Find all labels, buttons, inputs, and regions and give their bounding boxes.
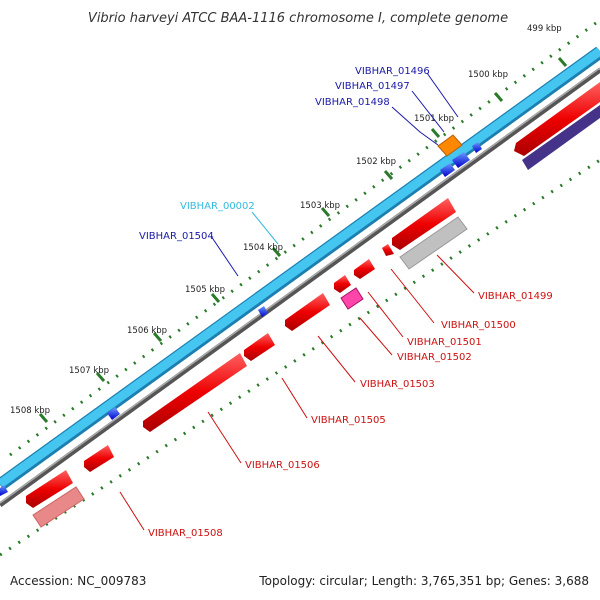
forward-features — [0, 142, 482, 496]
genome-summary: Topology: circular; Length: 3,765,351 bp… — [258, 574, 589, 588]
gene-arrow — [244, 333, 275, 361]
gene-labels: VIBHAR_01496 VIBHAR_01497 VIBHAR_01498 V… — [139, 66, 553, 539]
gene-label: VIBHAR_01508 — [148, 528, 223, 539]
gene-label: VIBHAR_01498 — [315, 97, 390, 108]
gene-marker — [0, 485, 8, 496]
outer-tick-ring — [9, 18, 600, 457]
tick-label: 1500 kbp — [468, 70, 508, 80]
gene-label: VIBHAR_00002 — [180, 201, 255, 212]
gene-arrow — [354, 259, 375, 279]
tick-label: 1504 kbp — [243, 243, 283, 253]
gene-arrow — [26, 470, 73, 508]
gene-label: VIBHAR_01501 — [407, 337, 482, 348]
gene-marker — [440, 163, 455, 177]
gene-label: VIBHAR_01500 — [441, 320, 516, 331]
gene-arrow — [334, 275, 351, 293]
backbone — [0, 67, 600, 508]
gene-arrow — [514, 82, 600, 156]
reverse-features — [26, 82, 600, 508]
gene-arrow — [382, 244, 394, 256]
gene-arrow — [522, 105, 600, 170]
gene-label: VIBHAR_01496 — [355, 66, 430, 77]
pseudogene — [32, 486, 85, 528]
gene-label: VIBHAR_01504 — [139, 231, 214, 242]
gene-marker — [472, 142, 482, 153]
tick-label: 1506 kbp — [127, 326, 167, 336]
tick-label: 1508 kbp — [10, 406, 50, 416]
map-title: Vibrio harveyi ATCC BAA-1116 chromosome … — [88, 11, 508, 26]
gene-marker — [107, 407, 120, 420]
pseudogene — [399, 216, 468, 270]
gene-arrow — [285, 293, 330, 331]
gene-arrow — [392, 198, 456, 250]
gene-arrow — [84, 445, 114, 472]
tick-label: 1505 kbp — [185, 285, 225, 295]
inner-tick-ring — [0, 158, 600, 557]
label-leaders-top — [210, 72, 459, 277]
tick-label: 1507 kbp — [69, 366, 109, 376]
label-leaders-bottom — [119, 254, 475, 531]
tick-label: 499 kbp — [527, 24, 562, 34]
backbone-highlight — [0, 67, 600, 504]
gene-marker — [258, 306, 268, 317]
gene-arrow — [143, 353, 247, 432]
tick-label: 1503 kbp — [300, 201, 340, 211]
gene-label: VIBHAR_01503 — [360, 379, 435, 390]
misc-feature — [340, 287, 364, 310]
major-ticks — [38, 57, 568, 423]
gene-label: VIBHAR_01497 — [335, 81, 410, 92]
gene-label: VIBHAR_01506 — [245, 460, 320, 471]
gene-marker — [452, 152, 470, 168]
gene-track — [0, 47, 600, 488]
gene-label: VIBHAR_01499 — [478, 291, 553, 302]
gene-label: VIBHAR_01502 — [397, 352, 472, 363]
accession-text: Accession: NC_009783 — [10, 574, 146, 588]
gene-label: VIBHAR_01505 — [311, 415, 386, 426]
tick-label: 1502 kbp — [356, 157, 396, 167]
rna-feature — [437, 134, 463, 157]
